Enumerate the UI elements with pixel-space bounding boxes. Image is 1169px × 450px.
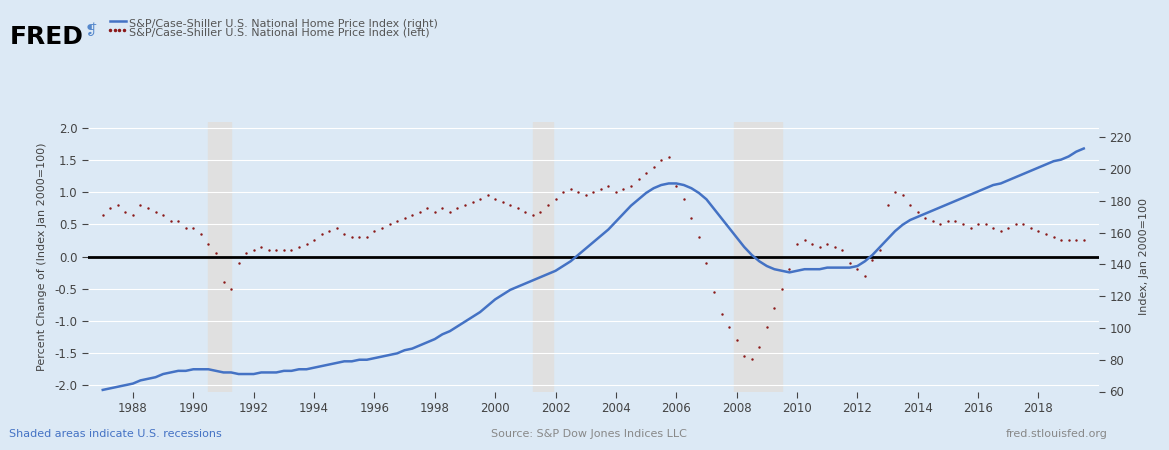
Text: Source: S&P Dow Jones Indices LLC: Source: S&P Dow Jones Indices LLC <box>491 429 687 439</box>
Bar <box>208 122 231 392</box>
Bar <box>734 122 782 392</box>
Text: S&P/Case-Shiller U.S. National Home Price Index (left): S&P/Case-Shiller U.S. National Home Pric… <box>129 28 429 38</box>
Text: ❡: ❡ <box>84 22 97 37</box>
Y-axis label: Index, Jan 2000=100: Index, Jan 2000=100 <box>1139 198 1149 315</box>
Text: FRED: FRED <box>9 25 83 49</box>
Bar <box>533 122 553 392</box>
Text: S&P/Case-Shiller U.S. National Home Price Index (right): S&P/Case-Shiller U.S. National Home Pric… <box>129 19 437 29</box>
Text: fred.stlouisfed.org: fred.stlouisfed.org <box>1005 429 1107 439</box>
Y-axis label: Percent Change of (Index Jan 2000=100): Percent Change of (Index Jan 2000=100) <box>37 142 47 371</box>
Text: Shaded areas indicate U.S. recessions: Shaded areas indicate U.S. recessions <box>9 429 222 439</box>
